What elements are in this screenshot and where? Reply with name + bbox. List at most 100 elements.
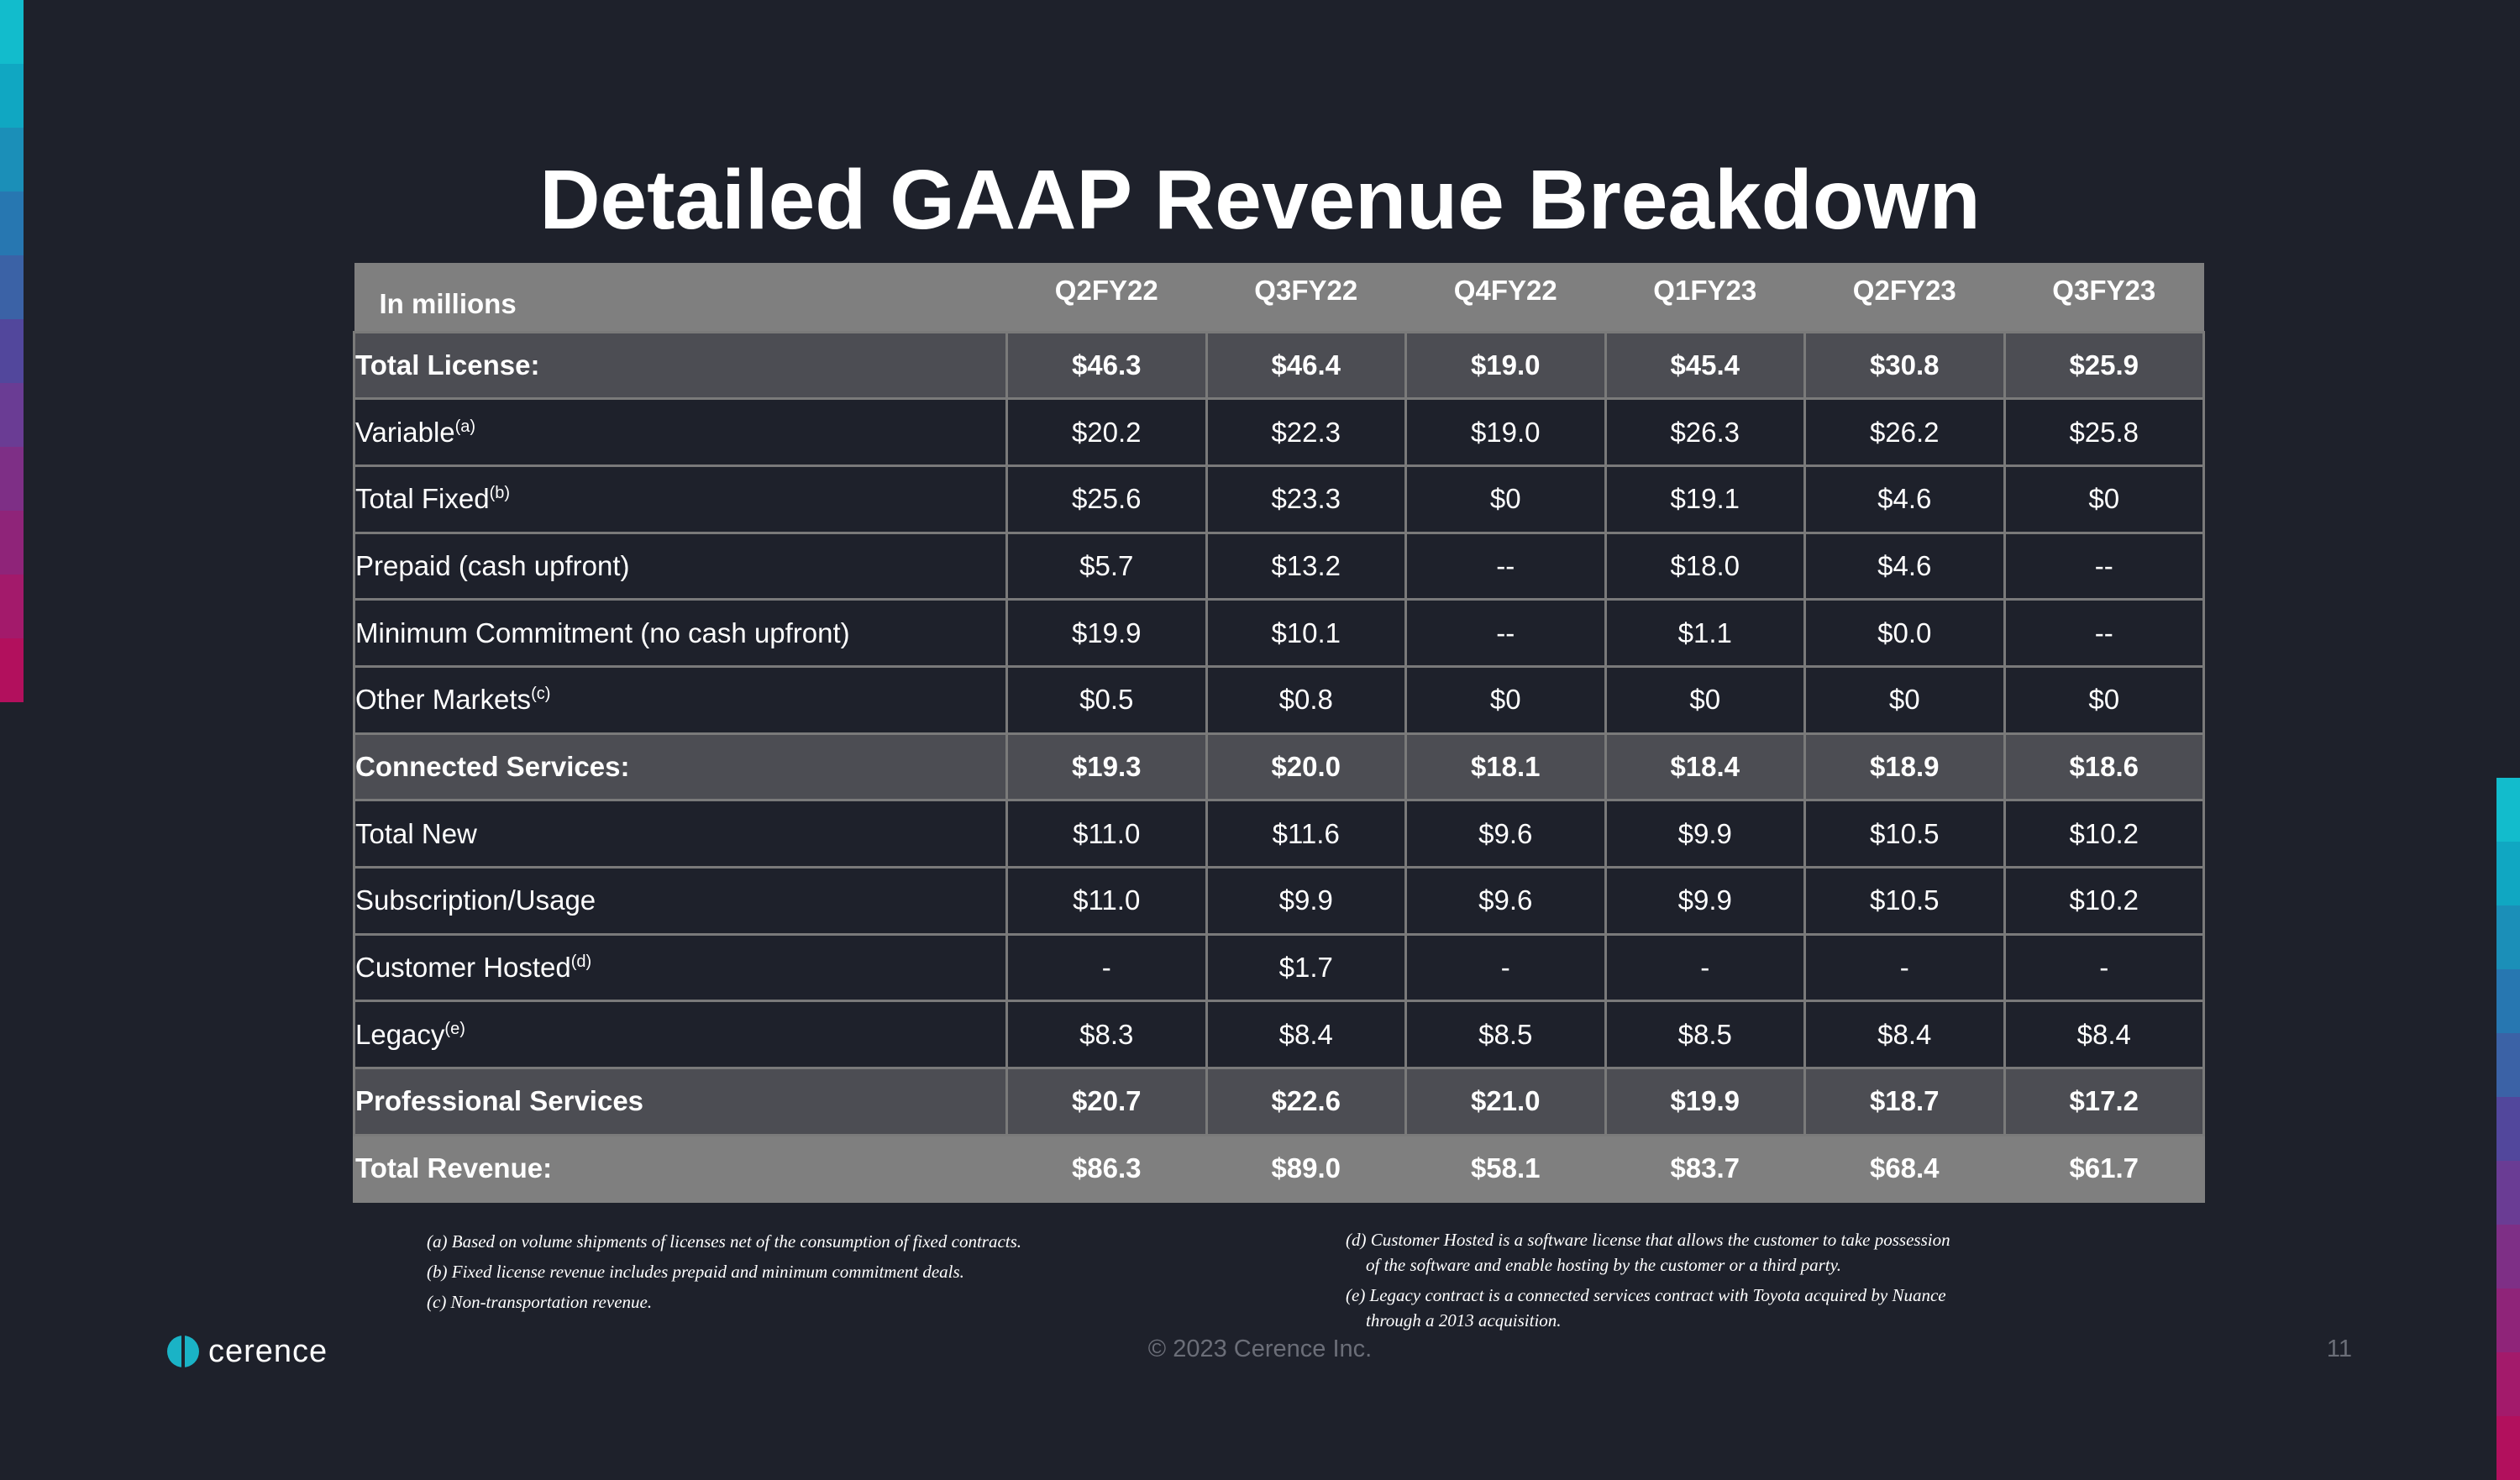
table-cell: $25.8 <box>2003 397 2205 467</box>
table-cell: - <box>1404 932 1607 1003</box>
row-total-revenue: Total Revenue: $86.3 $89.0 $58.1 $83.7 $68.4 $… <box>353 1133 2205 1204</box>
footnote-d-cont: of the software and enable hosting by th… <box>1366 1255 1841 1275</box>
table-cell: $0.0 <box>1803 598 2006 668</box>
accent-segment <box>2496 969 2520 1033</box>
table-cell: $13.2 <box>1205 531 1407 601</box>
table-cell: $8.4 <box>1205 1000 1407 1070</box>
row-label: Total Revenue: <box>353 1133 1008 1204</box>
table-cell: $9.6 <box>1404 866 1607 936</box>
table-cell: $4.6 <box>1803 531 2006 601</box>
table-cell: $19.0 <box>1404 330 1607 401</box>
row-label-text: Variable <box>355 416 455 448</box>
table-cell: -- <box>1404 531 1607 601</box>
table-cell: - <box>1005 932 1208 1003</box>
row-label: Professional Services <box>353 1067 1008 1136</box>
table-cell: -- <box>1404 598 1607 668</box>
row-label-text: Legacy <box>355 1018 445 1050</box>
accent-segment <box>2496 1097 2520 1161</box>
accent-segment <box>2496 1161 2520 1225</box>
table-cell: - <box>1803 932 2006 1003</box>
row-label-text: Professional Services <box>355 1085 644 1117</box>
table-cell: $8.3 <box>1005 1000 1208 1070</box>
table-cell: $8.4 <box>2003 1000 2205 1070</box>
table-cell: $10.5 <box>1803 799 2006 869</box>
accent-segment <box>2496 778 2520 842</box>
row-label-text: Total Fixed <box>355 483 490 515</box>
table-cell: $30.8 <box>1803 330 2006 401</box>
copyright: © 2023 Cerence Inc. <box>1147 1336 1373 1362</box>
table-cell: $19.9 <box>1604 1067 1806 1136</box>
table-cell: $1.7 <box>1205 932 1407 1003</box>
row-label-text: Total Revenue: <box>355 1152 553 1184</box>
table-cell: $17.2 <box>2003 1067 2205 1136</box>
table-cell: - <box>2003 932 2205 1003</box>
row-label: Variable(a) <box>353 397 1008 467</box>
table-cell: $25.9 <box>2003 330 2205 401</box>
table-cell: $11.0 <box>1005 866 1208 936</box>
table-cell: $20.2 <box>1005 397 1208 467</box>
footnote-ref: (c) <box>531 685 551 704</box>
accent-segment <box>2496 1416 2520 1480</box>
row-label: Total License: <box>353 330 1008 401</box>
table-cell: $0 <box>1604 664 1806 735</box>
table-cell: $9.9 <box>1604 799 1806 869</box>
table-cell: $20.7 <box>1005 1067 1208 1136</box>
accent-segment <box>0 319 24 383</box>
table-cell: $18.6 <box>2003 732 2205 802</box>
row-label-text: Total New <box>355 817 477 849</box>
column-header: Q1FY23 <box>1605 263 1805 332</box>
accent-segment <box>2496 1352 2520 1416</box>
cerence-logo-icon <box>167 1333 199 1370</box>
header-label: In millions <box>354 263 1007 332</box>
table-cell: -- <box>2003 598 2205 668</box>
row-subscription-usage: Subscription/Usage $11.0 $9.9 $9.6 $9.9 $10.5… <box>353 866 2205 936</box>
table-cell: $4.6 <box>1803 464 2006 534</box>
row-professional-services: Professional Services $20.7 $22.6 $21.0 $19.… <box>353 1067 2205 1136</box>
table-cell: $18.4 <box>1604 732 1806 802</box>
row-label-text: Connected Services: <box>355 750 630 782</box>
column-header: Q4FY22 <box>1405 263 1605 332</box>
page-title: Detailed GAAP Revenue Breakdown <box>539 153 1981 247</box>
table-cell: $9.6 <box>1404 799 1607 869</box>
accent-segment <box>0 192 24 255</box>
accent-segment <box>0 383 24 447</box>
table-cell: $26.3 <box>1604 397 1806 467</box>
footnote-a: (a) Based on volume shipments of license… <box>427 1231 1022 1252</box>
revenue-table: In millions Q2FY22 Q3FY22 Q4FY22 Q1FY23 … <box>353 263 2205 1204</box>
table-cell: -- <box>2003 531 2205 601</box>
table-cell: $61.7 <box>2003 1133 2205 1204</box>
accent-segment <box>2496 1225 2520 1288</box>
table-cell: $8.5 <box>1604 1000 1806 1070</box>
row-label-text: Subscription/Usage <box>355 884 596 916</box>
accent-segment <box>0 0 24 64</box>
accent-segment <box>2496 842 2520 905</box>
footnotes-left: (a) Based on volume shipments of license… <box>427 1226 1021 1317</box>
accent-segment <box>0 64 24 128</box>
table-cell: $45.4 <box>1604 330 1806 401</box>
table-cell: $83.7 <box>1604 1133 1806 1204</box>
table-cell: $46.4 <box>1205 330 1407 401</box>
accent-segment <box>0 638 24 702</box>
column-header: Q2FY23 <box>1804 263 2004 332</box>
table-cell: $0 <box>1404 664 1607 735</box>
row-legacy: Legacy(e) $8.3 $8.4 $8.5 $8.5 $8.4 $8.4 <box>353 1000 2205 1070</box>
table-cell: $10.2 <box>2003 799 2205 869</box>
accent-segment <box>0 511 24 575</box>
table-cell: $46.3 <box>1005 330 1208 401</box>
table-cell: $5.7 <box>1005 531 1208 601</box>
row-prepaid: Prepaid (cash upfront) $5.7 $13.2 -- $18.0 $4… <box>353 531 2205 601</box>
accent-segment <box>0 128 24 192</box>
row-total-new: Total New $11.0 $11.6 $9.6 $9.9 $10.5 $10.2 <box>353 799 2205 869</box>
cerence-logo: cerence <box>166 1332 328 1371</box>
row-label-text: Prepaid (cash upfront) <box>355 549 630 581</box>
table-cell: $23.3 <box>1205 464 1407 534</box>
table-cell: $86.3 <box>1005 1133 1208 1204</box>
row-other-markets: Other Markets(c) $0.5 $0.8 $0 $0 $0 $0 <box>353 664 2205 735</box>
column-header: Q3FY22 <box>1206 263 1406 332</box>
page-number: 11 <box>2326 1336 2352 1362</box>
table-cell: $22.6 <box>1205 1067 1407 1136</box>
accent-segment <box>0 255 24 319</box>
footnote-d: (d) Customer Hosted is a software licens… <box>1346 1230 1950 1250</box>
table-cell: $25.6 <box>1005 464 1208 534</box>
table-cell: $9.9 <box>1205 866 1407 936</box>
